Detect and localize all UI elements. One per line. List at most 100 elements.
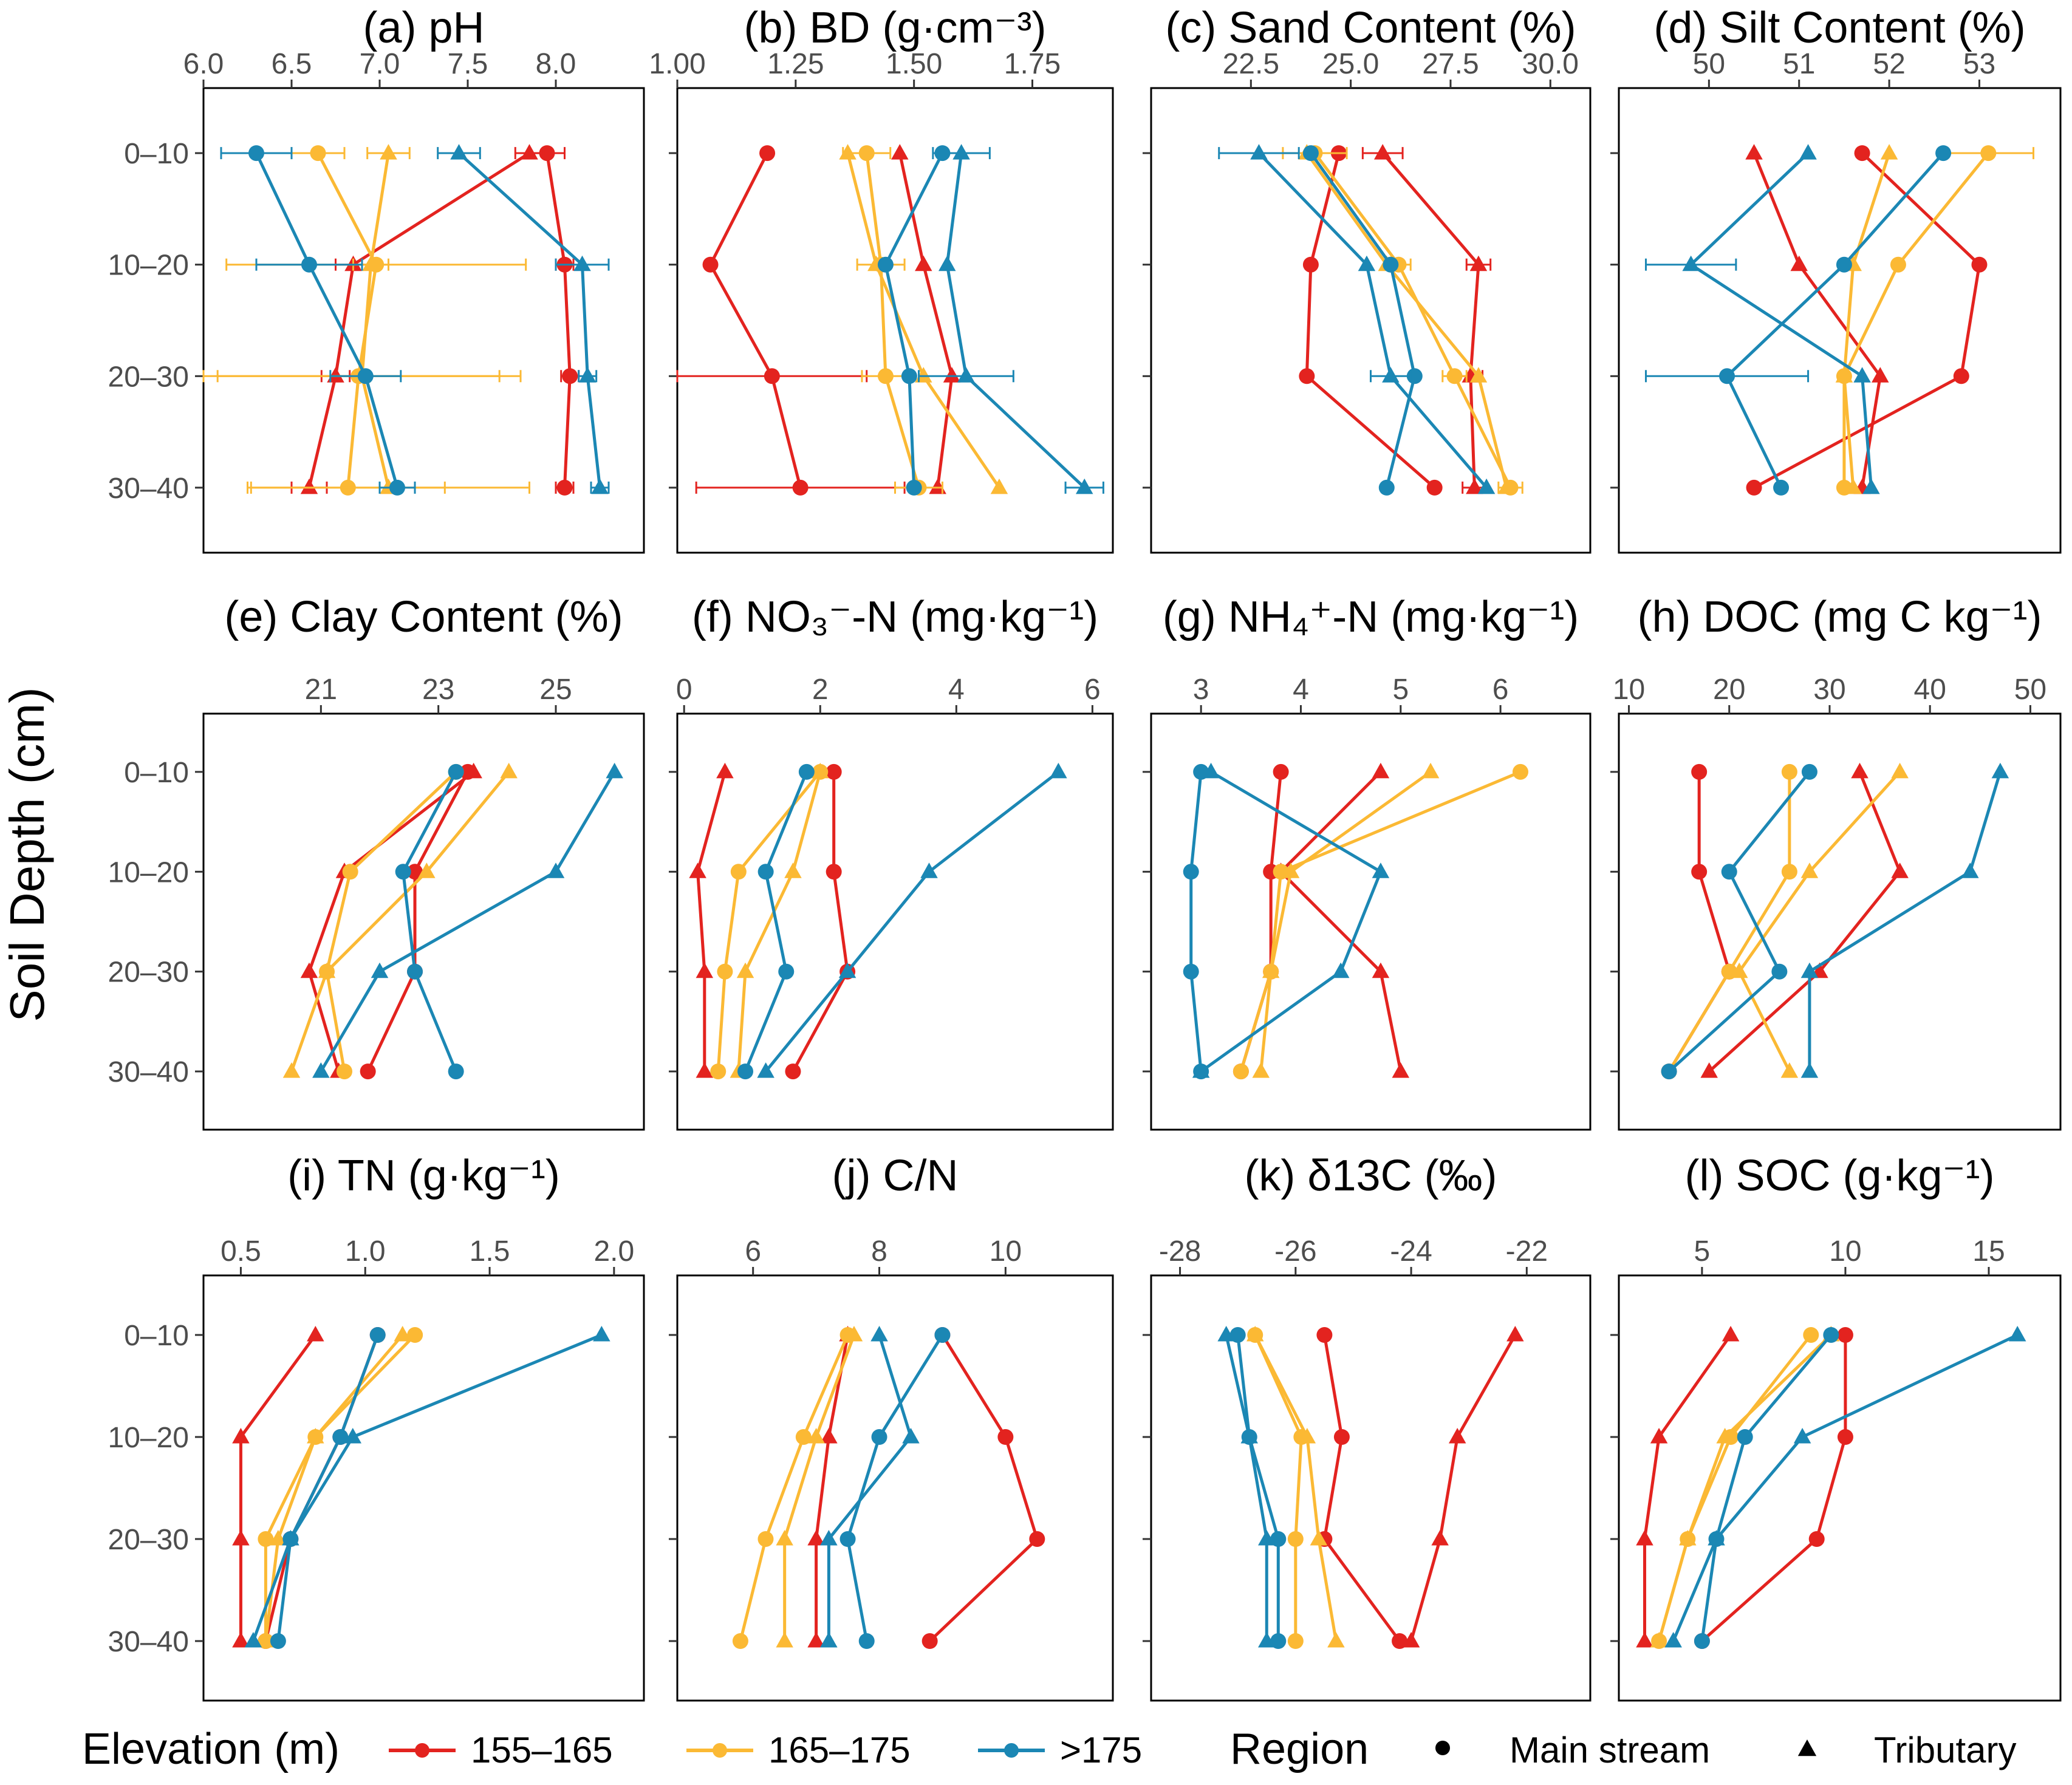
y-tick-label: 10–20 [108,856,189,889]
data-point-triangle [807,1428,825,1444]
data-point-circle [342,864,358,880]
data-point-triangle [232,1632,250,1648]
data-point-triangle [1799,144,1817,160]
data-point-circle [785,1063,801,1080]
panel-frame [1150,712,1592,1131]
x-tick-label: 52 [1873,48,1905,80]
x-tick-label: 2 [812,674,829,706]
x-tick-label: 1.00 [649,48,705,80]
x-tick-label: 23 [422,674,454,706]
data-point-triangle [1800,962,1819,978]
data-point-circle [1823,1327,1839,1343]
series-line [783,1334,856,1641]
data-point-circle [1803,1327,1819,1343]
data-point-circle [710,1063,727,1080]
series-main-stream-elev-2 [839,1327,951,1649]
series-line [1305,152,1436,489]
data-point-circle [407,864,423,880]
data-point-triangle [318,962,336,978]
data-point-triangle [578,367,597,383]
data-point-triangle [1332,962,1350,978]
panel-d: (d) Silt Content (%)50 51 52 53 [1610,4,2062,554]
data-point-circle [1721,864,1737,880]
data-point-triangle [269,1530,287,1546]
data-point-triangle [1745,144,1763,160]
data-point-triangle [282,1062,301,1078]
data-point-triangle [696,1062,714,1078]
series-line [884,152,944,488]
panel-frame [1618,87,2062,554]
series-line [1381,152,1480,488]
data-point-triangle [952,144,970,160]
series-tributary-elev-2 [757,762,1067,1078]
y-tick-label: 30–40 [108,1056,189,1088]
series-line [1309,152,1417,488]
data-point-circle [1287,1633,1304,1649]
data-point-triangle [1250,144,1268,160]
legend-elevation-marker [415,1743,429,1758]
data-point-circle [1808,1531,1825,1547]
data-point-triangle [943,367,961,383]
data-point-circle [764,368,780,384]
data-point-circle [934,1327,951,1343]
data-point-circle [1287,1531,1304,1547]
data-point-triangle [1469,367,1488,383]
x-tick-label: 6.5 [272,48,312,80]
x-tick-label: 30.0 [1522,48,1579,80]
series-main-stream-elev-0 [676,145,906,496]
data-point-circle [1980,145,1997,162]
x-tick-label: 10 [1613,674,1645,706]
series-tributary-elev-0 [891,144,961,494]
x-tick-label: 4 [1293,674,1309,706]
series-tributary-elev-0 [232,1326,324,1648]
series-line [1808,771,2002,1072]
data-point-triangle [1252,1062,1270,1078]
series-tributary-elev-2 [917,144,1104,494]
series-line [325,771,457,1072]
data-point-circle [877,368,894,384]
data-point-triangle [1310,1530,1328,1546]
series-line [1322,1334,1401,1642]
x-tick-label: 21 [305,674,337,706]
data-point-triangle [418,862,436,878]
panel-title: (d) Silt Content (%) [1653,4,2025,52]
x-tick-label: 15 [1972,1235,2005,1268]
data-point-triangle [1392,1062,1410,1078]
data-point-triangle [757,1062,774,1078]
data-point-circle [1801,763,1817,780]
series-tributary-elev-2 [312,762,623,1078]
series-tributary-elev-0 [1272,762,1410,1078]
data-point-triangle [902,1428,920,1444]
panel-title: (i) TN (g·kg⁻¹) [287,1152,560,1200]
data-point-triangle [1793,1428,1811,1444]
legend-elevation-marker [713,1743,727,1758]
data-point-circle [858,1633,875,1649]
data-point-circle [1719,368,1735,384]
data-point-triangle [232,1428,250,1444]
data-point-triangle [344,1428,362,1444]
panel-e: (e) Clay Content (%) 21 23 25 0–10 10–20 20–30… [108,593,645,1131]
data-point-circle [1836,256,1852,273]
data-point-triangle [1891,762,1909,779]
data-point-triangle [1880,144,1898,160]
data-point-triangle [1780,1062,1799,1078]
series-line [846,1334,944,1642]
series-line [1752,152,1882,488]
series-line [1725,152,1944,488]
data-point-triangle [1050,762,1067,779]
data-point-triangle [1872,367,1889,383]
series-line [457,152,601,488]
series-line [945,152,1086,489]
series-line [307,151,530,488]
legend-elevation-label: 165–175 [768,1730,911,1770]
series-tributary-elev-2 [1645,144,1880,494]
y-tick-label: 30–40 [108,473,189,505]
y-tick-label: 20–30 [108,361,189,393]
panel-c: (c) Sand Content (%)22.5 25.0 27.5 30.0 [1143,4,1592,554]
x-tick-label: 1.75 [1004,48,1061,80]
data-point-triangle [1075,478,1093,494]
data-point-circle [562,368,578,384]
series-line [1842,152,1990,488]
panel-frame [202,87,645,554]
data-point-circle [1383,256,1399,273]
